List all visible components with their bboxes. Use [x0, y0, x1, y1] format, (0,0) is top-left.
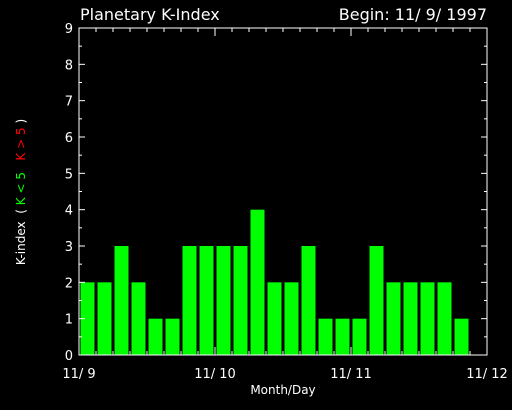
- chart-title: Planetary K-Index: [80, 5, 220, 24]
- x-tick-label: 11/ 12: [466, 367, 508, 382]
- bar: [148, 318, 163, 355]
- bar: [233, 246, 248, 355]
- bar: [97, 282, 112, 355]
- bar: [403, 282, 418, 355]
- plot-frame: [78, 27, 488, 356]
- y-axis-label-high: K > 5: [14, 127, 28, 160]
- y-tick-label: 9: [65, 22, 73, 37]
- y-axis-label-open: (: [14, 209, 28, 214]
- bar: [267, 282, 282, 355]
- bar: [284, 282, 299, 355]
- bar: [420, 282, 435, 355]
- bar: [80, 282, 95, 355]
- y-axis-label: K-index ( K < 5 K > 5 ): [14, 119, 28, 265]
- y-axis-ticks: 0 1 2 3 4 5 6 7 8 9: [65, 22, 487, 364]
- bar: [182, 246, 197, 355]
- y-tick-label: 0: [65, 349, 73, 364]
- bar: [301, 246, 316, 355]
- y-tick-label: 3: [65, 240, 73, 255]
- bar: [352, 318, 367, 355]
- bar: [250, 209, 265, 355]
- y-axis-label-close: ): [14, 119, 28, 124]
- bar: [318, 318, 333, 355]
- x-tick-label: 11/ 9: [62, 367, 95, 382]
- y-axis-label-prefix: K-index: [14, 221, 28, 265]
- bar: [216, 246, 231, 355]
- x-tick-label: 11/ 11: [330, 367, 372, 382]
- bar: [369, 246, 384, 355]
- begin-date-label: Begin: 11/ 9/ 1997: [339, 5, 487, 24]
- y-tick-label: 5: [65, 167, 73, 182]
- y-tick-label: 8: [65, 58, 73, 73]
- y-axis-label-low: K < 5: [14, 172, 28, 205]
- y-tick-label: 2: [65, 276, 73, 291]
- bar: [199, 246, 214, 355]
- bar: [437, 282, 452, 355]
- y-tick-label: 6: [65, 131, 73, 146]
- bar: [131, 282, 146, 355]
- y-tick-label: 4: [65, 204, 73, 219]
- x-axis-ticks: 11/ 9 11/ 10 11/ 11 11/ 12: [62, 28, 508, 382]
- bar: [454, 318, 469, 355]
- bar: [335, 318, 350, 355]
- bar-group: [80, 209, 469, 355]
- bar: [114, 246, 129, 355]
- x-axis-label: Month/Day: [250, 383, 315, 397]
- bar: [165, 318, 180, 355]
- bar: [386, 282, 401, 355]
- x-tick-label: 11/ 10: [194, 367, 236, 382]
- y-tick-label: 1: [65, 313, 73, 328]
- y-tick-label: 7: [65, 95, 73, 110]
